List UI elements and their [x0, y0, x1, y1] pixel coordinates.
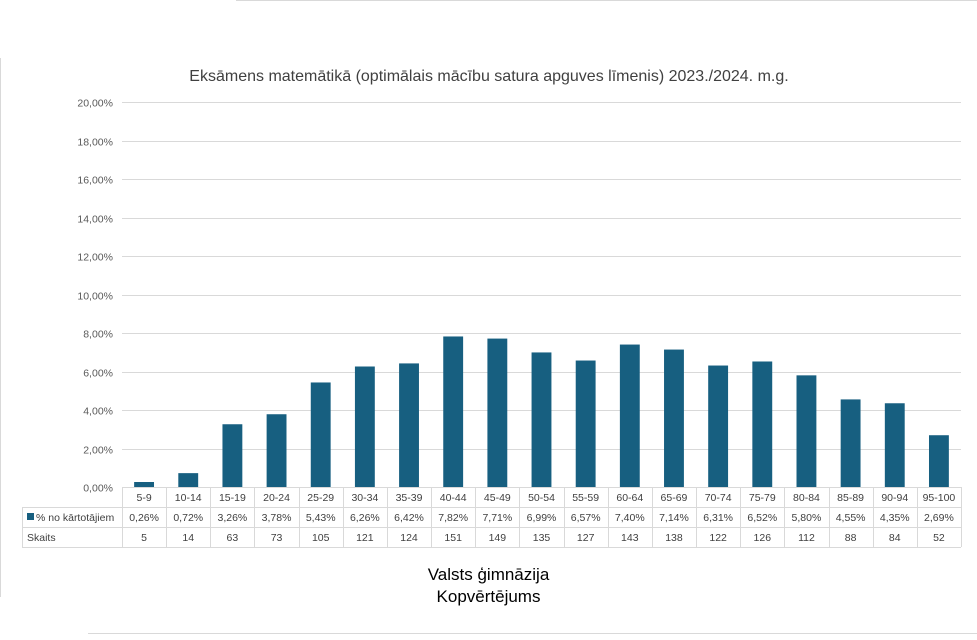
footer-title-line-2: Kopvērtējums [436, 587, 541, 606]
table-cell: 122 [709, 532, 727, 544]
x-tick-label: 40-44 [440, 492, 467, 504]
data-label: 7,40% [615, 512, 645, 524]
y-tick-label: 20,00% [77, 98, 113, 110]
bar [487, 338, 508, 487]
data-label: 6,42% [394, 512, 424, 524]
table-cell: 124 [400, 532, 418, 544]
data-label: 3,26% [217, 512, 247, 524]
table-cell: 73 [271, 532, 283, 544]
bar [796, 375, 817, 487]
data-label: 4,35% [880, 512, 910, 524]
data-label: 6,57% [571, 512, 601, 524]
table-cell: 84 [889, 532, 901, 544]
x-tick-label: 15-19 [219, 492, 246, 504]
bar [840, 399, 861, 487]
y-tick-label: 4,00% [83, 406, 113, 418]
y-tick-label: 12,00% [77, 252, 113, 264]
data-label: 6,31% [703, 512, 733, 524]
bar [531, 352, 552, 487]
x-tick-label: 10-14 [175, 492, 202, 504]
x-tick-label: 60-64 [616, 492, 643, 504]
x-tick-label: 35-39 [396, 492, 423, 504]
x-tick-label: 95-100 [923, 492, 956, 504]
footer-title-line-1: Valsts ģimnāzija [427, 565, 550, 584]
table-cell: 121 [356, 532, 374, 544]
x-tick-label: 25-29 [307, 492, 334, 504]
data-label: 7,14% [659, 512, 689, 524]
table-row-label: Skaits [27, 532, 56, 544]
bar [266, 414, 287, 487]
data-label: 6,99% [527, 512, 557, 524]
bar [310, 382, 331, 487]
y-tick-label: 14,00% [77, 214, 113, 226]
table-cell: 143 [621, 532, 639, 544]
bar-series [134, 336, 949, 487]
bar [884, 403, 905, 487]
y-tick-label: 6,00% [83, 368, 113, 380]
chart-title: Eksāmens matemātikā (optimālais mācību s… [189, 68, 788, 85]
y-tick-label: 0,00% [83, 483, 113, 495]
bar [134, 482, 155, 487]
x-tick-label: 65-69 [661, 492, 688, 504]
bar [708, 365, 729, 487]
x-tick-label: 80-84 [793, 492, 820, 504]
table-cell: 126 [754, 532, 772, 544]
table-cell: 127 [577, 532, 595, 544]
data-label: 6,52% [747, 512, 777, 524]
bar [399, 363, 419, 487]
bar [443, 336, 464, 487]
y-tick-label: 18,00% [77, 137, 113, 149]
x-tick-label: 50-54 [528, 492, 555, 504]
data-label: 5,80% [792, 512, 822, 524]
bar [664, 349, 684, 487]
x-tick-label: 5-9 [136, 492, 151, 504]
x-tick-label: 70-74 [705, 492, 732, 504]
y-tick-label: 8,00% [83, 329, 113, 341]
data-label: 5,43% [306, 512, 336, 524]
data-label: 7,82% [438, 512, 468, 524]
data-table: 5-9 10-14 15-19 20-24 25-29 30-34 35-39 40-44 45… [22, 487, 962, 548]
x-tick-label: 55-59 [572, 492, 599, 504]
x-tick-label: 45-49 [484, 492, 511, 504]
data-label: 0,26% [129, 512, 159, 524]
x-tick-label: 85-89 [837, 492, 864, 504]
y-tick-label: 10,00% [77, 291, 113, 303]
y-axis: 0,00% 2,00% 4,00% 6,00% 8,00% 10,00% 12,00% 14,… [77, 98, 113, 495]
bar [928, 435, 949, 487]
table-cell: 5 [141, 532, 147, 544]
table-cell: 149 [489, 532, 507, 544]
x-tick-label: 75-79 [749, 492, 776, 504]
x-tick-label: 20-24 [263, 492, 290, 504]
bar [354, 366, 375, 487]
table-cell: 151 [444, 532, 462, 544]
table-cell: 63 [227, 532, 239, 544]
x-tick-label: 30-34 [351, 492, 378, 504]
bar [619, 344, 640, 487]
x-tick-label: 90-94 [881, 492, 908, 504]
data-label: 4,55% [836, 512, 866, 524]
data-label: 3,78% [262, 512, 292, 524]
data-label: 0,72% [173, 512, 203, 524]
bar [575, 360, 596, 487]
table-cell: 14 [182, 532, 194, 544]
y-tick-label: 16,00% [77, 175, 113, 187]
bar [752, 361, 773, 487]
table-cell: 52 [933, 532, 945, 544]
table-cell: 138 [665, 532, 683, 544]
table-cell: 135 [533, 532, 551, 544]
legend-key [27, 513, 34, 520]
legend-label: % no kārtotājiem [36, 512, 114, 524]
y-tick-label: 2,00% [83, 445, 113, 457]
data-label: 2,69% [924, 512, 954, 524]
table-cell: 105 [312, 532, 330, 544]
bar [222, 424, 243, 487]
data-label: 6,26% [350, 512, 380, 524]
bar [178, 473, 199, 487]
table-cell: 112 [798, 532, 815, 544]
data-label: 7,71% [482, 512, 512, 524]
table-cell: 88 [845, 532, 857, 544]
